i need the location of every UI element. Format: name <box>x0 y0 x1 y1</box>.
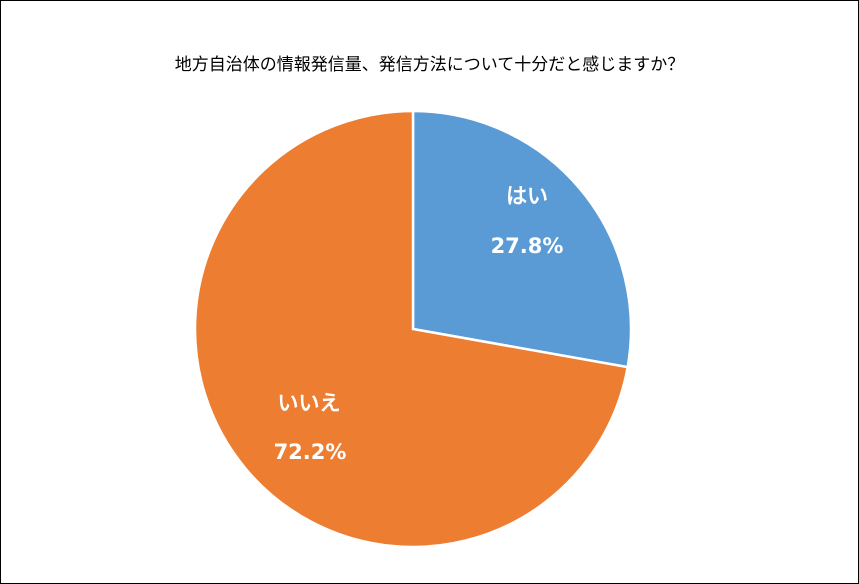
slice-category-label: いいえ <box>278 391 341 415</box>
slice-value-label: 72.2% <box>274 440 347 464</box>
chart-title: 地方自治体の情報発信量、発信方法について十分だと感じますか？ <box>174 55 685 75</box>
slice-category-label: はい <box>506 184 548 208</box>
pie-slice-yes <box>411 109 633 369</box>
pie-slice-no <box>193 109 630 549</box>
slice-value-label: 27.8% <box>491 234 564 258</box>
